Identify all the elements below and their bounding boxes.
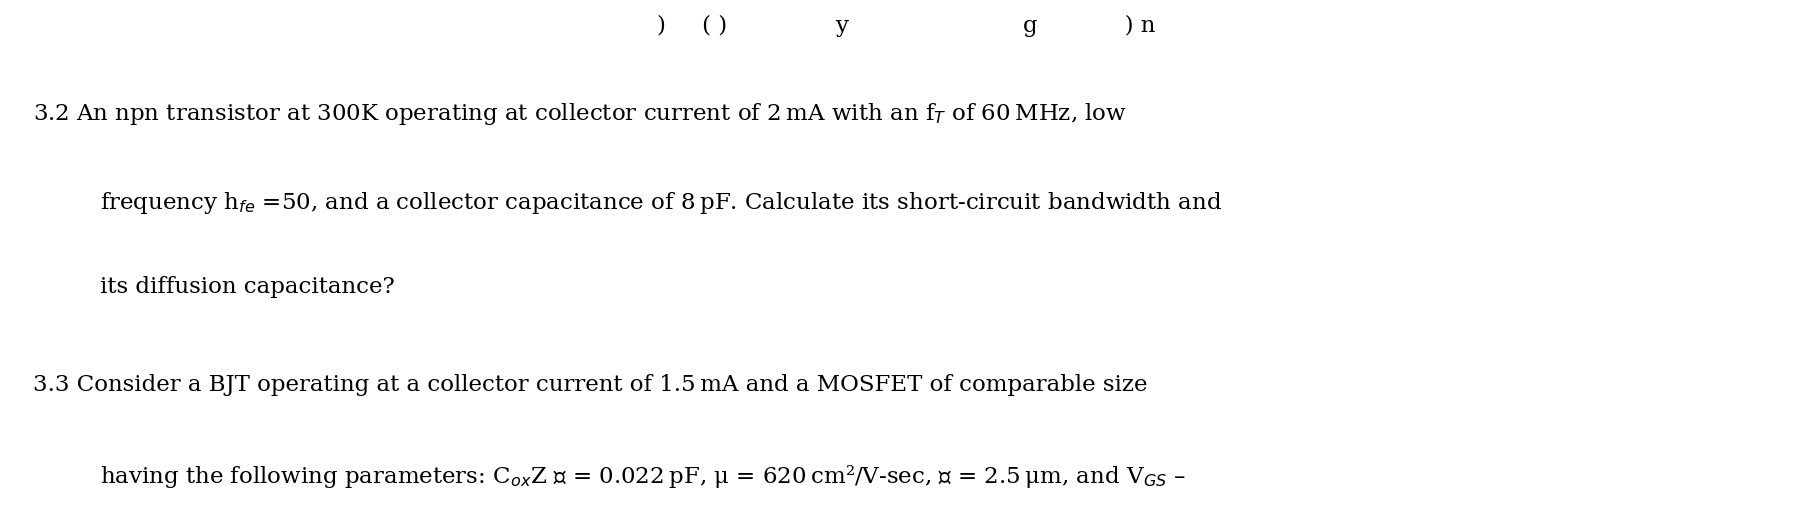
Text: 3.3 Consider a BJT operating at a collector current of 1.5 mA and a MOSFET of co: 3.3 Consider a BJT operating at a collec… — [33, 374, 1147, 395]
Text: having the following parameters: C$_{ox}$Z ℓ = 0.022 pF, μ = 620 cm²/V-sec, ℓ = : having the following parameters: C$_{ox}… — [100, 462, 1185, 489]
Text: )     ( )               y                        g            ) n: ) ( ) y g ) n — [656, 15, 1156, 37]
Text: 3.2 An npn transistor at 300K operating at collector current of 2 mA with an f$_: 3.2 An npn transistor at 300K operating … — [33, 101, 1127, 127]
Text: its diffusion capacitance?: its diffusion capacitance? — [100, 275, 395, 297]
Text: frequency h$_{fe}$ =50, and a collector capacitance of 8 pF. Calculate its short: frequency h$_{fe}$ =50, and a collector … — [100, 189, 1221, 215]
